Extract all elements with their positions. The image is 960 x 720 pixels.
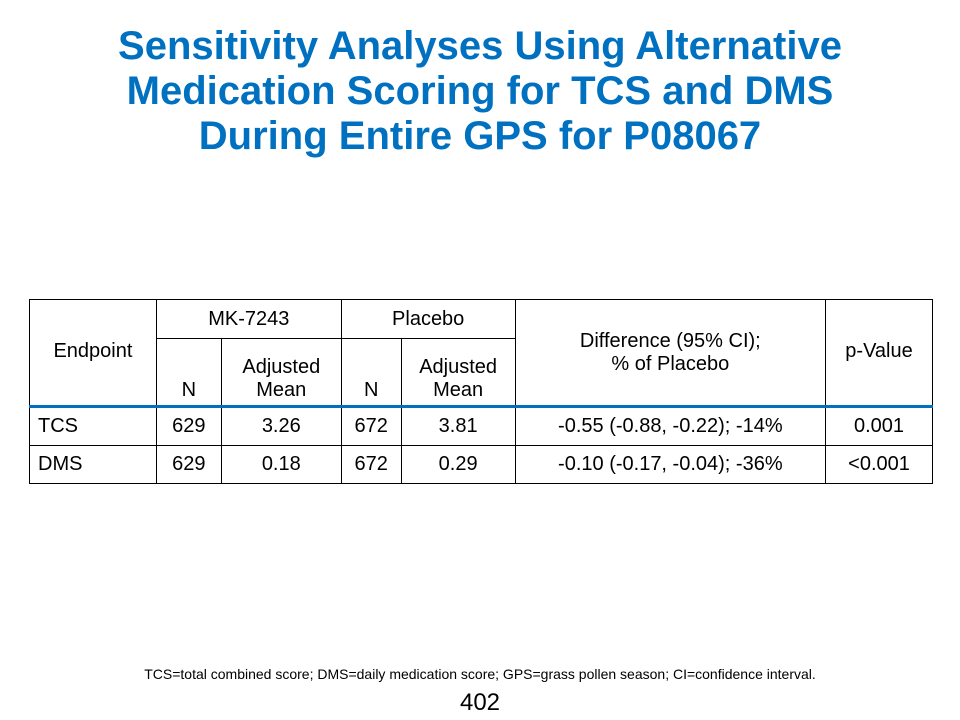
header-placebo-adjusted-mean-line-1: Adjusted <box>419 356 498 378</box>
header-mk-n: N <box>155 338 222 408</box>
slide-title-line-1: Sensitivity Analyses Using Alternative <box>118 24 842 68</box>
table-header-group-row: Endpoint MK-7243 Placebo Difference (95%… <box>29 299 933 408</box>
header-mk-adjusted-mean: Adjusted Mean <box>220 338 342 408</box>
cell-placebo-mean: 0.29 <box>400 445 516 484</box>
header-group-mk7243: MK-7243 <box>155 299 342 339</box>
cell-difference: -0.55 (-0.88, -0.22); -14% <box>514 406 827 446</box>
cell-endpoint: DMS <box>29 445 157 484</box>
header-difference-line-1: Difference (95% CI); <box>579 329 761 352</box>
header-difference-line-2: % of Placebo <box>611 352 730 375</box>
header-placebo-adjusted-mean-line-2: Mean <box>433 379 484 401</box>
header-difference: Difference (95% CI); % of Placebo <box>514 299 827 408</box>
header-mk-adjusted-mean-line-2: Mean <box>256 379 307 401</box>
header-endpoint: Endpoint <box>29 299 157 408</box>
header-placebo-n: N <box>340 338 402 408</box>
results-table: Endpoint MK-7243 Placebo Difference (95%… <box>29 299 933 484</box>
header-placebo-adjusted-mean: Adjusted Mean <box>400 338 516 408</box>
header-mk-adjusted-mean-line-1: Adjusted <box>242 356 321 378</box>
table-row: DMS 629 0.18 672 0.29 -0.10 (-0.17, -0.0… <box>29 445 933 484</box>
cell-mk-mean: 0.18 <box>220 445 342 484</box>
cell-difference: -0.10 (-0.17, -0.04); -36% <box>514 445 827 484</box>
cell-pvalue: 0.001 <box>825 406 933 446</box>
header-pvalue: p-Value <box>825 299 933 408</box>
page-number: 402 <box>459 689 501 716</box>
cell-endpoint: TCS <box>29 406 157 446</box>
footnote: TCS=total combined score; DMS=daily medi… <box>144 666 816 682</box>
slide-title-line-3: During Entire GPS for P08067 <box>198 114 762 158</box>
cell-mk-n: 629 <box>155 445 222 484</box>
cell-mk-mean: 3.26 <box>220 406 342 446</box>
cell-placebo-n: 672 <box>340 445 402 484</box>
cell-placebo-mean: 3.81 <box>400 406 516 446</box>
table-header-sub-row: N Adjusted Mean N Adjusted Mean <box>30 338 933 408</box>
cell-mk-n: 629 <box>155 406 222 446</box>
cell-placebo-n: 672 <box>340 406 402 446</box>
slide-title: Sensitivity Analyses Using Alternative M… <box>40 24 920 159</box>
table-row: TCS 629 3.26 672 3.81 -0.55 (-0.88, -0.2… <box>29 406 933 446</box>
header-group-placebo: Placebo <box>340 299 516 339</box>
cell-pvalue: <0.001 <box>825 445 933 484</box>
slide-title-line-2: Medication Scoring for TCS and DMS <box>126 69 834 113</box>
